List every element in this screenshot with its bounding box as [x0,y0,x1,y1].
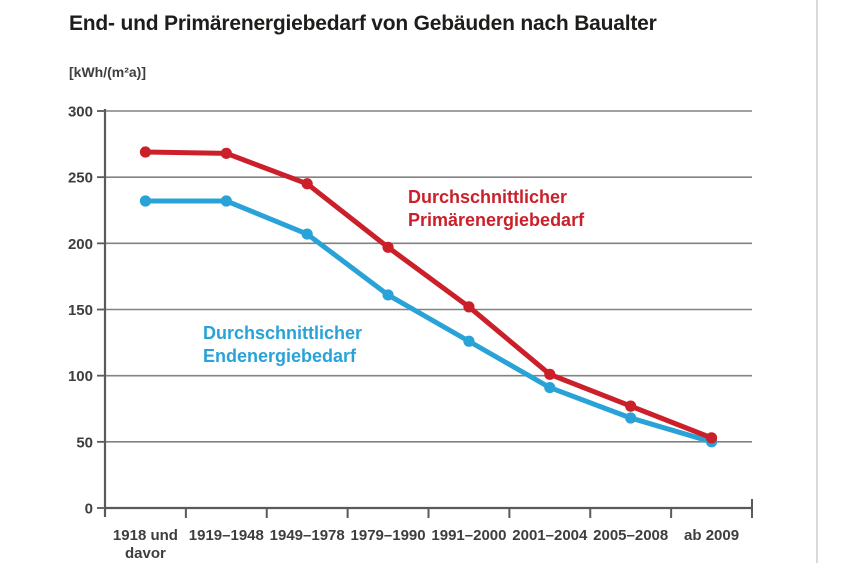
y-tick-label: 300 [68,104,93,121]
legend-primary-line1: Durchschnittlicher [408,187,568,207]
x-tick-label: 1918 und [113,527,178,544]
x-tick-label: davor [125,545,166,562]
series-end-point [544,381,556,394]
series-end-point [625,412,637,424]
y-tick-label: 100 [68,368,93,385]
legend-end-energy: Durchschnittlicher Endenergiebedarf [203,322,362,368]
gridlines [105,110,752,443]
legend-primary-line2: Primärenergiebedarf [408,210,585,230]
series-primary-point [544,368,556,380]
series-end-point [382,289,394,301]
series-primary-point [301,178,313,190]
x-tick-label: ab 2009 [684,527,739,544]
series-primary-point [705,432,718,444]
y-tick-label: 50 [76,434,93,451]
x-tick-label: 1991–2000 [431,527,506,544]
legend-primary-energy: Durchschnittlicher Primärenergiebedarf [408,186,584,232]
data-series [139,146,718,448]
series-primary [139,146,718,444]
series-end-point [301,228,313,240]
page-edge-divider [816,0,818,563]
series-primary-point [463,301,475,313]
series-primary-point [382,241,394,253]
chart-title: End- und Primärenergiebedarf von Gebäude… [69,12,657,35]
series-end-line [142,198,715,445]
axes [97,109,753,518]
series-primary-point [139,146,152,158]
series-end-point [220,195,232,207]
x-tick-label: 2001–2004 [512,527,588,544]
series-end-point [463,335,475,347]
series-end-point [139,195,152,207]
x-tick-label: 2005–2008 [593,527,668,544]
y-axis-unit-label: [kWh/(m²a)] [69,64,146,80]
legend-end-line1: Durchschnittlicher [203,323,363,343]
y-tick-label: 250 [68,170,93,187]
y-tick-label: 150 [68,302,93,319]
x-tick-label: 1919–1948 [189,527,264,544]
y-tick-label: 200 [68,236,93,253]
series-primary-line [142,149,715,441]
y-tick-label: 0 [85,501,93,518]
x-tick-label: 1949–1978 [270,527,345,544]
series-primary-point [625,400,637,412]
series-primary-point [220,147,232,159]
legend-end-line2: Endenergiebedarf [203,346,357,366]
x-tick-label: 1979–1990 [351,527,426,544]
